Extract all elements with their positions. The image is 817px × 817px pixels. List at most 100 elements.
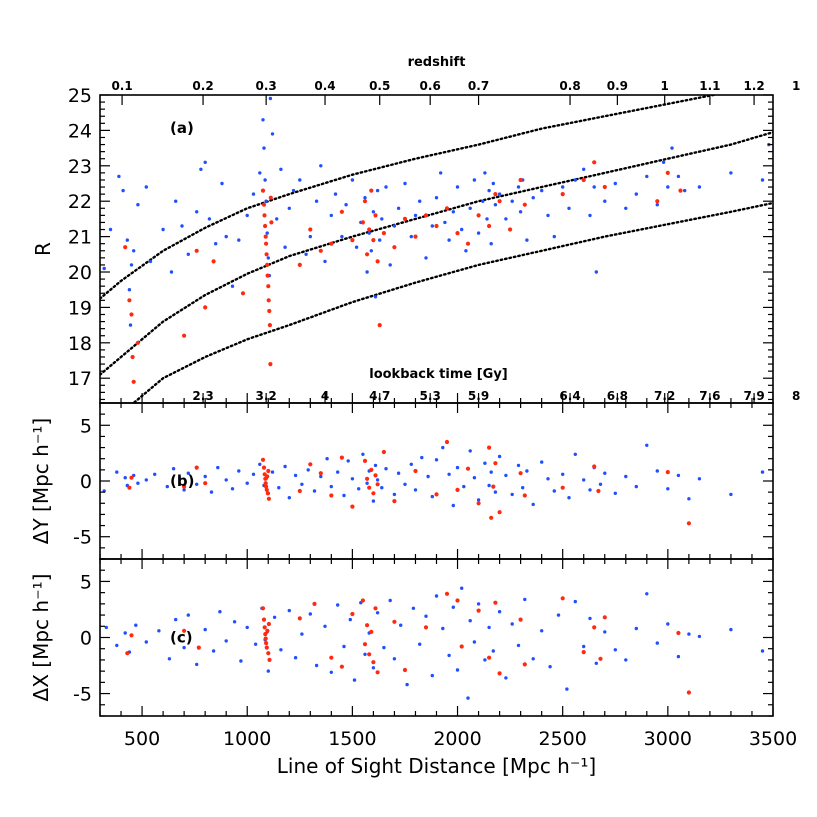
blue-point <box>371 499 376 503</box>
blue-point <box>127 288 132 292</box>
blue-point <box>540 188 544 193</box>
blue-point <box>186 471 190 475</box>
blue-point <box>195 482 199 486</box>
blue-point <box>666 622 670 626</box>
blue-point <box>447 653 451 658</box>
y-tick-label: -5 <box>73 684 92 706</box>
red-point <box>655 199 660 204</box>
red-point <box>261 202 267 207</box>
blue-point <box>487 625 491 630</box>
red-point <box>423 625 429 630</box>
red-point <box>265 628 270 633</box>
blue-point <box>447 472 451 476</box>
blue-point <box>497 192 502 196</box>
red-point <box>182 628 187 633</box>
red-point <box>297 488 302 494</box>
red-point <box>676 630 681 636</box>
blue-point <box>262 146 266 150</box>
blue-point <box>203 474 207 479</box>
red-point <box>459 644 464 649</box>
blue-point <box>171 467 176 471</box>
red-point <box>211 259 216 264</box>
blue-point <box>525 469 529 473</box>
y-axis-label-b: ΔY [Mpc h⁻¹] <box>29 418 53 544</box>
blue-point <box>340 234 344 239</box>
blue-point <box>455 185 460 189</box>
blue-point <box>729 492 733 497</box>
blue-point <box>117 174 121 179</box>
blue-point <box>603 630 607 634</box>
redshift-tick-label: 0.8 <box>559 79 580 93</box>
blue-point <box>497 454 502 459</box>
red-point <box>686 521 692 526</box>
blue-point <box>258 462 262 466</box>
blue-point <box>413 488 418 492</box>
red-point <box>266 651 271 656</box>
blue-point <box>245 481 249 485</box>
red-point <box>318 248 323 253</box>
blue-point <box>468 449 472 453</box>
blue-point <box>430 224 434 228</box>
red-point <box>339 209 344 214</box>
red-point <box>402 667 408 673</box>
blue-point <box>369 249 373 253</box>
blue-point <box>510 492 514 497</box>
blue-point <box>540 460 544 464</box>
blue-point <box>392 492 397 497</box>
blue-point <box>128 323 133 327</box>
red-point <box>265 474 270 479</box>
blue-point <box>245 213 249 218</box>
blue-point <box>487 188 491 193</box>
red-point <box>123 245 128 250</box>
blue-point <box>729 627 733 632</box>
blue-point <box>483 658 487 662</box>
x-tick-label: 3500 <box>749 728 797 750</box>
red-point <box>455 598 460 603</box>
red-point <box>377 323 382 328</box>
red-point <box>130 354 135 360</box>
blue-point <box>460 227 464 232</box>
blue-point <box>348 617 352 622</box>
panel-b-data <box>102 439 765 526</box>
red-point <box>434 223 439 229</box>
blue-point <box>308 234 312 239</box>
lookback-tick-label: 5.3 <box>420 389 441 403</box>
red-point <box>261 465 267 470</box>
panel-a-data <box>100 95 773 403</box>
blue-point <box>588 213 592 218</box>
red-point <box>491 484 496 489</box>
red-point <box>465 466 471 471</box>
blue-point <box>561 472 565 476</box>
blue-point <box>552 489 556 493</box>
blue-point <box>354 245 359 249</box>
red-point <box>518 177 523 183</box>
panel-c-frame <box>99 558 774 717</box>
red-point <box>444 591 450 596</box>
blue-point <box>516 185 521 189</box>
blue-point <box>552 234 556 239</box>
red-point <box>497 671 502 676</box>
blue-point <box>306 468 310 472</box>
red-point <box>263 632 268 637</box>
blue-point <box>525 238 529 242</box>
blue-point <box>403 482 407 486</box>
blue-point <box>476 602 481 606</box>
red-point <box>129 312 134 317</box>
y-axis-label-c: ΔX [Mpc h⁻¹] <box>29 574 53 702</box>
blue-point <box>251 472 256 476</box>
blue-point <box>434 458 439 462</box>
blue-point <box>136 203 140 207</box>
red-point <box>375 482 380 487</box>
y-tick-label: 20 <box>68 262 92 284</box>
blue-point <box>760 178 765 182</box>
blue-point <box>645 592 649 596</box>
blue-point <box>148 259 153 264</box>
blue-point <box>182 488 186 492</box>
blue-point <box>265 231 269 235</box>
blue-point <box>361 452 365 456</box>
red-point <box>312 601 317 607</box>
red-point <box>392 245 397 250</box>
blue-point <box>411 606 416 610</box>
blue-point <box>180 224 184 228</box>
blue-point <box>371 210 376 214</box>
